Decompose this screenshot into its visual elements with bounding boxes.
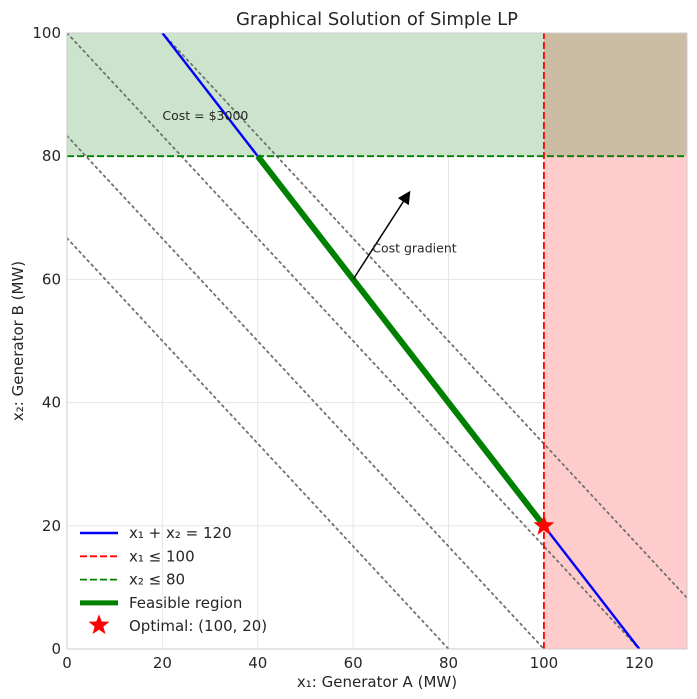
- legend-marker-4: [88, 614, 110, 635]
- plot-area: Cost = $3000 Cost gradient 0 20 40 60 80 100 120…: [32, 24, 688, 672]
- y-tick-label-1: 20: [42, 517, 61, 535]
- y-tick-label-0: 0: [51, 640, 61, 658]
- x-tick-label-4: 80: [439, 654, 458, 672]
- legend-label-0: x₁ + x₂ = 120: [129, 524, 232, 542]
- chart-title: Graphical Solution of Simple LP: [236, 9, 518, 30]
- series-line-3: [255, 154, 547, 528]
- y-tick-label-2: 40: [42, 394, 61, 412]
- legend-label-2: x₂ ≤ 80: [129, 571, 185, 589]
- shaded-region-2: [543, 33, 687, 157]
- legend-label-3: Feasible region: [129, 594, 242, 612]
- y-tick-label-4: 80: [42, 147, 61, 165]
- cost-gradient-arrow-head: [397, 190, 411, 206]
- cost-gradient-arrow-shaft: [352, 201, 404, 280]
- iso-cost-line-2: [67, 33, 641, 649]
- y-tick-label-5: 100: [32, 24, 61, 42]
- y-axis-label: x₂: Generator B (MW): [9, 261, 27, 421]
- annotation-1: Cost gradient: [372, 241, 457, 256]
- x-tick-label-5: 100: [530, 654, 559, 672]
- plot-lines: [67, 33, 687, 649]
- plot-frame: [66, 32, 688, 650]
- legend-label-1: x₁ ≤ 100: [129, 547, 195, 565]
- legend: x₁ + x₂ = 120 x₁ ≤ 100 x₂ ≤ 80 Feasible reg…: [80, 524, 267, 635]
- annotation-0: Cost = $3000: [162, 108, 248, 123]
- iso-cost-line-0: [67, 237, 450, 649]
- legend-label-4: Optimal: (100, 20): [129, 617, 267, 635]
- x-tick-label-2: 40: [248, 654, 267, 672]
- iso-cost-line-3: [161, 33, 687, 599]
- x-tick-label-1: 20: [153, 654, 172, 672]
- x-tick-label-6: 120: [625, 654, 654, 672]
- optimal-point-marker: [533, 514, 555, 535]
- x-tick-label-3: 60: [344, 654, 363, 672]
- iso-cost-line-1: [67, 134, 545, 649]
- y-tick-label-3: 60: [42, 270, 61, 288]
- x-axis-label: x₁: Generator A (MW): [297, 673, 457, 691]
- x-tick-label-0: 0: [62, 654, 72, 672]
